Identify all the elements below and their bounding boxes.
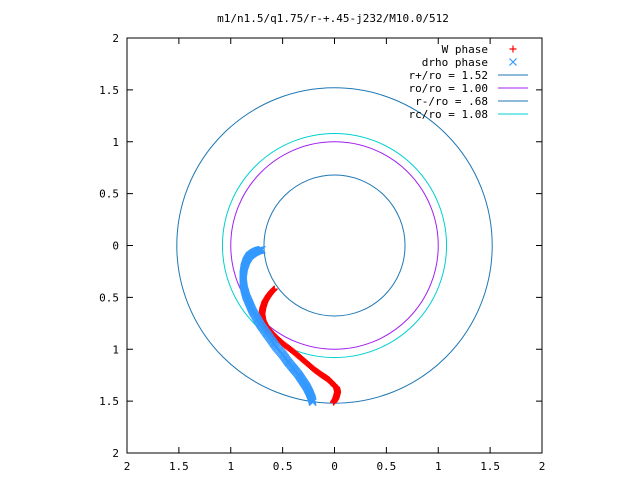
y-tick-label: 1	[112, 136, 119, 149]
reference-circles	[176, 87, 493, 404]
phase-markers	[239, 245, 342, 407]
legend-marker-sample	[509, 58, 517, 66]
drho-phase-point	[308, 398, 317, 407]
x-tick-label: 2	[124, 460, 131, 473]
legend-label: W phase	[442, 43, 488, 56]
legend-marker-sample	[509, 45, 517, 53]
y-tick-label: 0	[112, 240, 119, 253]
legend-label: r+/ro = 1.52	[409, 69, 488, 82]
legend-label: r-/ro = .68	[415, 95, 488, 108]
x-axis-ticks: 2 1.5 1 0.5 0 0.5 1 1.5 2	[124, 38, 546, 473]
x-tick-label: 2	[539, 460, 546, 473]
x-tick-label: 0.5	[376, 460, 396, 473]
y-tick-label: 1.5	[99, 84, 119, 97]
legend-label: drho phase	[422, 56, 488, 69]
x-tick-label: 0	[331, 460, 338, 473]
y-tick-label: 0.5	[99, 188, 119, 201]
y-tick-label: 1	[112, 343, 119, 356]
circle-series	[221, 132, 448, 359]
x-tick-label: 1.5	[480, 460, 500, 473]
y-tick-label: 2	[112, 32, 119, 45]
x-tick-label: 1	[435, 460, 442, 473]
y-tick-label: 2	[112, 447, 119, 460]
circle-series	[230, 141, 439, 350]
legend-label: rc/ro = 1.08	[409, 108, 488, 121]
chart-title: m1/n1.5/q1.75/r-+.45-j232/M10.0/512	[217, 12, 449, 25]
x-tick-label: 1.5	[169, 460, 189, 473]
x-tick-label: 0.5	[273, 460, 293, 473]
y-axis-ticks: 2 1.5 1 0.5 0 0.5 1 1.5 2	[99, 32, 542, 460]
circle-series	[263, 174, 406, 317]
circle-series	[176, 87, 493, 404]
x-tick-label: 1	[227, 460, 234, 473]
w-phase-point	[329, 398, 337, 406]
y-tick-label: 0.5	[99, 291, 119, 304]
y-tick-label: 1.5	[99, 395, 119, 408]
legend-label: ro/ro = 1.00	[409, 82, 488, 95]
